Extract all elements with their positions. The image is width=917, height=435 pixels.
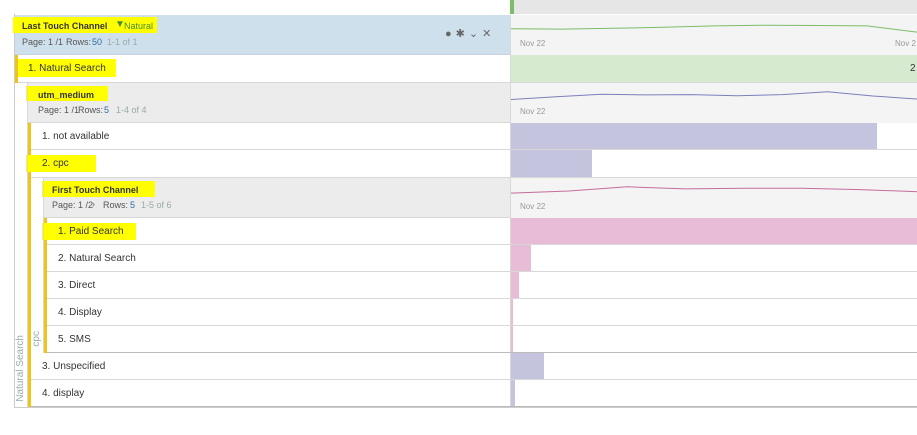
table-row-direct[interactable]: 3. Direct bbox=[44, 272, 917, 299]
metric-bar bbox=[511, 55, 917, 82]
bar-track bbox=[510, 218, 917, 244]
metric-bar bbox=[511, 353, 544, 379]
table-row-cpc[interactable]: 2. cpc bbox=[26, 150, 917, 178]
row-label[interactable]: 2. cpc bbox=[42, 158, 69, 169]
row-label[interactable]: 4. Display bbox=[58, 307, 102, 318]
chevron-down-icon[interactable]: ⌄ bbox=[468, 28, 479, 40]
metric-bar bbox=[511, 380, 516, 406]
row-label-highlight bbox=[42, 223, 136, 240]
metric-bar bbox=[511, 326, 513, 352]
row-label[interactable]: 3. Unspecified bbox=[42, 361, 106, 372]
row-label[interactable]: 1. Natural Search bbox=[28, 63, 106, 74]
bar-track bbox=[510, 299, 917, 325]
range-text: 1-4 of 4 bbox=[116, 105, 147, 115]
dimension-title[interactable]: First Touch Channel bbox=[52, 185, 139, 195]
range-text: 1-5 of 6 bbox=[141, 200, 172, 210]
row-label-highlight bbox=[18, 59, 116, 77]
chart-start-date: Nov 22 bbox=[520, 202, 546, 211]
bar-track: 2 bbox=[510, 55, 917, 82]
header-utm-medium: utm_medium Page: 1 /1 Rows: 5 1-4 of 4 N… bbox=[26, 83, 917, 123]
chart-start-date: Nov 22 bbox=[520, 39, 546, 48]
filter-value[interactable]: Natural bbox=[124, 21, 154, 31]
table-row-display[interactable]: 4. Display bbox=[44, 299, 917, 326]
row-accent bbox=[44, 272, 47, 299]
dimension-title-highlight bbox=[13, 17, 157, 33]
chart-end-date: Nov 2 bbox=[895, 39, 916, 48]
info-icon[interactable]: ● bbox=[445, 28, 452, 40]
page-indicator: Page: 1 /2 bbox=[52, 200, 94, 210]
gear-icon[interactable]: ✱ bbox=[455, 28, 465, 40]
sparkline-area-1: Nov 22 Nov 2 bbox=[510, 15, 917, 55]
metric-bar bbox=[511, 123, 878, 149]
bar-track bbox=[510, 150, 917, 177]
rows-select[interactable]: 5 bbox=[104, 105, 110, 115]
sparkline-area-3: Nov 22 bbox=[510, 178, 917, 218]
bar-track bbox=[510, 272, 917, 298]
metric-bar bbox=[511, 245, 532, 271]
top-strip bbox=[0, 0, 917, 14]
row-accent bbox=[44, 326, 47, 353]
table-row-natural-search-2[interactable]: 2. Natural Search bbox=[44, 245, 917, 272]
row-accent bbox=[44, 245, 47, 272]
chevron-right-icon[interactable]: › bbox=[92, 199, 95, 209]
nest-gutter-inner bbox=[28, 178, 44, 353]
sparkline-1 bbox=[511, 24, 917, 33]
bar-track bbox=[510, 123, 917, 149]
header-first-touch-channel: First Touch Channel Page: 1 /2 › Rows: 5… bbox=[42, 178, 917, 218]
range-text: 1-1 of 1 bbox=[107, 37, 138, 47]
metric-bar bbox=[511, 299, 514, 325]
sparkline-3 bbox=[511, 186, 917, 194]
header-last-touch-channel: Last Touch Channel ▼ Natural Page: 1 /1 … bbox=[13, 15, 917, 55]
page-indicator: Page: 1 /1 bbox=[38, 105, 80, 115]
table-row-display-lower[interactable]: 4. display bbox=[28, 380, 917, 407]
rows-label: Rows: bbox=[103, 200, 129, 210]
bar-track bbox=[510, 326, 917, 352]
bar-track bbox=[510, 353, 917, 379]
row-accent bbox=[28, 123, 31, 150]
dimension-title-highlight bbox=[42, 181, 155, 197]
dimension-title[interactable]: Last Touch Channel bbox=[22, 21, 108, 31]
bar-track bbox=[510, 245, 917, 271]
table-row-paid-search[interactable]: 1. Paid Search bbox=[42, 218, 917, 245]
nest-gutter-accent bbox=[15, 55, 18, 83]
row-label[interactable]: 4. display bbox=[42, 388, 85, 399]
table-row-sms[interactable]: 5. SMS bbox=[44, 326, 917, 353]
metric-bar bbox=[511, 218, 917, 244]
page-indicator: Page: 1 /1 bbox=[22, 37, 64, 47]
dimension-title-highlight bbox=[26, 86, 108, 101]
metric-bar bbox=[511, 150, 593, 177]
table-row-natural-search[interactable]: 1. Natural Search 2 bbox=[15, 55, 917, 83]
row-label[interactable]: 2. Natural Search bbox=[58, 253, 136, 264]
row-label[interactable]: 5. SMS bbox=[58, 334, 91, 345]
rows-select[interactable]: 50 bbox=[92, 37, 103, 47]
table-row-not-available[interactable]: 1. not available bbox=[28, 123, 917, 150]
row-accent bbox=[44, 299, 47, 326]
chart-start-date: Nov 22 bbox=[520, 107, 546, 116]
row-label-highlight bbox=[26, 155, 96, 172]
rows-label: Rows: bbox=[66, 37, 92, 47]
table-row-unspecified[interactable]: 3. Unspecified bbox=[28, 353, 917, 380]
metric-value: 2 bbox=[910, 63, 916, 74]
row-label[interactable]: 1. Paid Search bbox=[58, 226, 124, 237]
nest-gutter-outer bbox=[15, 55, 28, 407]
rows-select[interactable]: 5 bbox=[130, 200, 136, 210]
nest-label-inner: cpc bbox=[31, 331, 42, 347]
panel-frame bbox=[14, 14, 917, 408]
nest-label-outer: Natural Search bbox=[15, 335, 26, 402]
row-label[interactable]: 3. Direct bbox=[58, 280, 96, 291]
filter-icon[interactable]: ▼ bbox=[115, 19, 125, 30]
header-icons: ● ✱ ⌄ ✕ bbox=[441, 27, 491, 40]
row-accent bbox=[28, 380, 31, 407]
close-icon[interactable]: ✕ bbox=[482, 28, 492, 40]
bar-track bbox=[510, 380, 917, 406]
row-label[interactable]: 1. not available bbox=[42, 131, 110, 142]
sparkline-area-2: Nov 22 bbox=[510, 83, 917, 123]
sparkline-2 bbox=[511, 91, 917, 100]
metric-bar bbox=[511, 272, 520, 298]
rows-label: Rows: bbox=[78, 105, 104, 115]
dimension-title[interactable]: utm_medium bbox=[38, 90, 95, 100]
row-accent bbox=[28, 353, 31, 380]
